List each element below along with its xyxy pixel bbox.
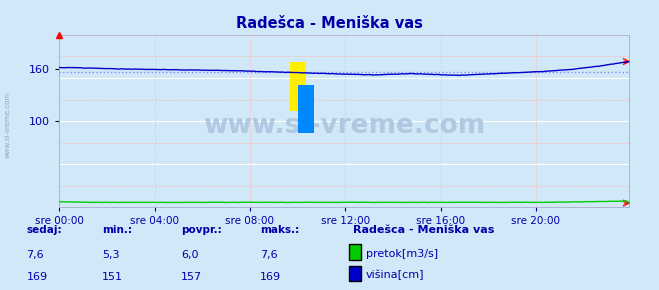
Text: www.si-vreme.com: www.si-vreme.com [5,92,11,158]
Text: www.si-vreme.com: www.si-vreme.com [203,113,486,139]
Text: 169: 169 [26,272,47,282]
Text: pretok[m3/s]: pretok[m3/s] [366,249,438,259]
Text: 169: 169 [260,272,281,282]
FancyBboxPatch shape [290,62,306,111]
Text: maks.:: maks.: [260,225,300,235]
Text: min.:: min.: [102,225,132,235]
Text: 7,6: 7,6 [26,250,44,260]
Text: 6,0: 6,0 [181,250,199,260]
Text: 5,3: 5,3 [102,250,120,260]
Text: sedaj:: sedaj: [26,225,62,235]
Text: višina[cm]: višina[cm] [366,270,424,280]
Text: 7,6: 7,6 [260,250,278,260]
Text: 157: 157 [181,272,202,282]
Text: povpr.:: povpr.: [181,225,222,235]
Text: Radešca - Meniška vas: Radešca - Meniška vas [236,16,423,31]
FancyBboxPatch shape [298,85,314,133]
Text: Radešca - Meniška vas: Radešca - Meniška vas [353,225,494,235]
Text: 151: 151 [102,272,123,282]
